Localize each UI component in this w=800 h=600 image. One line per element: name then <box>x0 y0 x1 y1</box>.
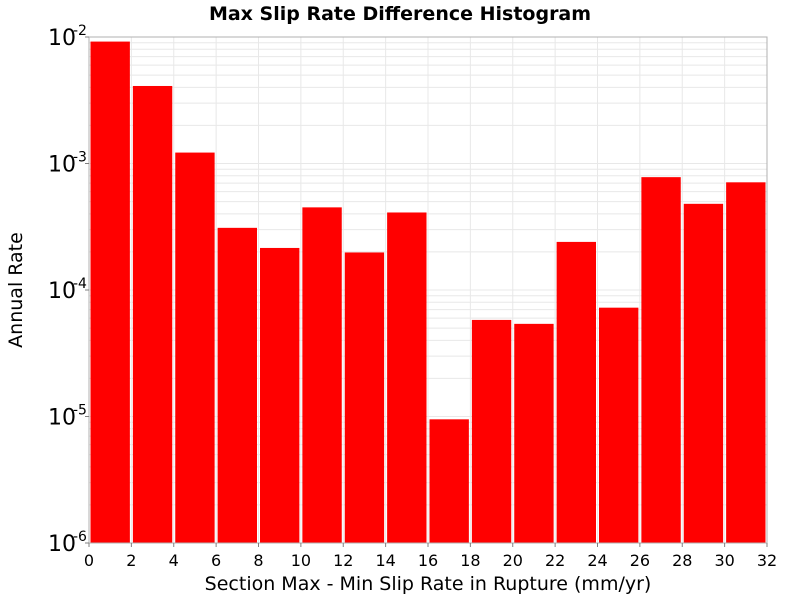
x-tick-label: 0 <box>84 551 94 570</box>
histogram-bar <box>726 182 766 543</box>
x-tick-label: 8 <box>253 551 263 570</box>
x-tick-label: 30 <box>714 551 734 570</box>
x-tick-label: 28 <box>672 551 692 570</box>
y-tick-label-exponent: -4 <box>73 276 87 292</box>
histogram-bar <box>599 307 639 543</box>
y-tick-label-base: 10 <box>48 26 76 51</box>
y-axis-ticks: 10-610-510-410-310-2 <box>48 23 89 557</box>
histogram-bar <box>90 41 130 543</box>
x-tick-label: 6 <box>211 551 221 570</box>
x-axis-ticks: 0 2 4 6 8 10 12 14 16 18 20 22 24 26 28 30 32 <box>84 543 777 570</box>
histogram-bar <box>217 227 257 543</box>
histogram-bar <box>387 212 427 543</box>
x-tick-label: 4 <box>169 551 179 570</box>
histogram-bar <box>132 85 173 543</box>
x-axis-label: Section Max - Min Slip Rate in Rupture (… <box>205 573 652 595</box>
y-axis-label: Annual Rate <box>5 232 27 348</box>
x-tick-label: 22 <box>545 551 565 570</box>
histogram-bar <box>429 419 469 543</box>
x-tick-label: 24 <box>587 551 607 570</box>
y-tick-label-exponent: -2 <box>73 23 87 39</box>
y-tick-label-exponent: -5 <box>73 403 87 419</box>
y-tick-label-base: 10 <box>48 406 76 431</box>
x-tick-label: 14 <box>375 551 395 570</box>
bars-group <box>90 41 766 544</box>
histogram-bar <box>471 319 512 543</box>
y-tick-label-exponent: -3 <box>73 150 87 166</box>
histogram-bar <box>556 241 596 544</box>
histogram-bar <box>641 177 681 544</box>
histogram-bar <box>344 252 385 543</box>
x-tick-label: 12 <box>333 551 353 570</box>
histogram-bar <box>514 323 554 543</box>
x-tick-label: 32 <box>757 551 777 570</box>
y-tick-label-base: 10 <box>48 532 76 557</box>
x-tick-label: 2 <box>126 551 136 570</box>
x-tick-label: 10 <box>291 551 311 570</box>
x-tick-label: 16 <box>418 551 438 570</box>
x-tick-label: 26 <box>630 551 650 570</box>
y-tick-label-exponent: -6 <box>73 529 87 545</box>
y-tick-label-base: 10 <box>48 153 76 178</box>
x-tick-label: 20 <box>503 551 523 570</box>
histogram-bar <box>260 247 300 543</box>
chart-title: Max Slip Rate Difference Histogram <box>209 3 591 25</box>
histogram-bar <box>302 207 342 543</box>
x-tick-label: 18 <box>460 551 480 570</box>
y-tick-label-base: 10 <box>48 279 76 304</box>
histogram-bar <box>175 152 215 543</box>
histogram-bar <box>683 203 724 543</box>
